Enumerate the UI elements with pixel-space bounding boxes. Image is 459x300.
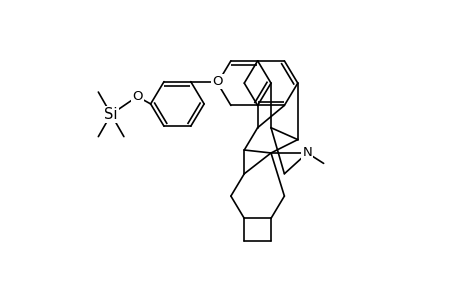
Text: O: O	[212, 75, 222, 88]
Text: N: N	[302, 146, 312, 160]
Text: O: O	[132, 90, 142, 103]
Text: Si: Si	[104, 107, 118, 122]
